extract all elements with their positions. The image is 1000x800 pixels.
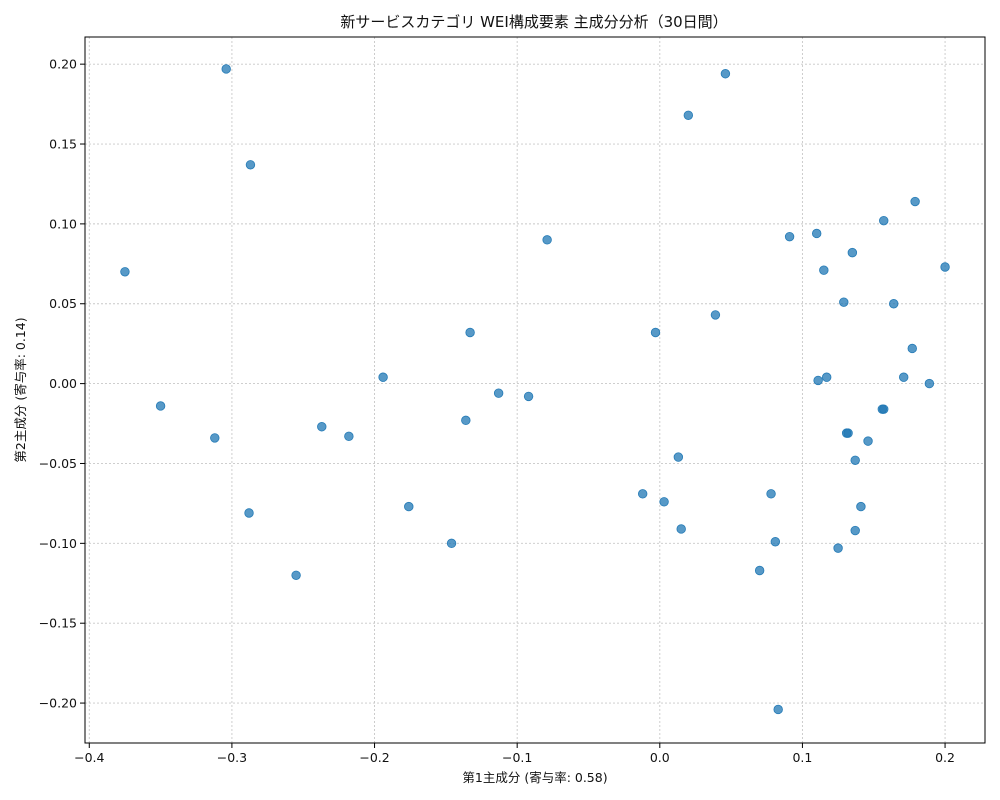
scatter-point	[378, 372, 388, 382]
y-axis-ticks: −0.20 −0.15 −0.10 −0.05 0.00 0.05 0.10 0.15 0.20	[39, 57, 85, 711]
scatter-point	[720, 69, 731, 79]
scatter-point	[850, 525, 860, 536]
scatter-point	[465, 327, 475, 338]
scatter-point	[899, 372, 909, 382]
scatter-point	[784, 231, 795, 242]
scatter-point	[924, 378, 935, 389]
scatter-point	[843, 428, 853, 438]
scatter-point	[493, 388, 504, 398]
scatter-point	[317, 422, 327, 432]
scatter-point	[244, 508, 254, 518]
y-tick-label: −0.10	[39, 536, 77, 551]
scatter-point	[291, 570, 301, 580]
x-tick-label: 0.1	[792, 750, 812, 765]
scatter-point	[245, 160, 256, 170]
y-tick-label: 0.10	[49, 216, 77, 231]
scatter-point	[155, 401, 166, 411]
scatter-point	[710, 310, 721, 320]
x-tick-label: −0.2	[359, 750, 389, 765]
scatter-point	[833, 543, 843, 553]
scatter-point	[910, 196, 920, 207]
y-tick-label: 0.00	[49, 376, 77, 391]
scatter-point	[770, 537, 781, 547]
scatter-point	[542, 235, 552, 245]
scatter-point	[404, 501, 414, 512]
scatter-point	[850, 455, 860, 465]
scatter-point	[773, 704, 783, 715]
plot-frame	[84, 36, 986, 744]
scatter-point	[210, 433, 220, 443]
scatter-point	[856, 501, 866, 512]
scatter-point	[120, 267, 130, 277]
scatter-point	[683, 110, 694, 120]
scatter-point	[863, 436, 873, 446]
x-axis-ticks: −0.4 −0.3 −0.2 −0.1 0.0 0.1 0.2	[74, 743, 955, 765]
chart-title: 新サービスカテゴリ WEI構成要素 主成分分析（30日間）	[340, 13, 727, 31]
x-tick-label: −0.4	[74, 750, 104, 765]
scatter-point	[754, 565, 765, 576]
scatter-point	[839, 297, 849, 307]
scatter-point	[659, 497, 669, 507]
scatter-point	[637, 489, 648, 499]
grid-lines	[85, 37, 985, 743]
scatter-point	[344, 431, 354, 442]
y-tick-label: −0.05	[39, 456, 77, 471]
scatter-point	[907, 343, 917, 354]
y-tick-label: −0.20	[39, 696, 77, 711]
scatter-point	[811, 228, 822, 239]
scatter-point	[221, 64, 231, 74]
y-tick-label: 0.05	[49, 296, 77, 311]
y-tick-label: 0.20	[49, 57, 77, 72]
y-axis-label: 第2主成分 (寄与率: 0.14)	[13, 317, 28, 462]
scatter-point	[650, 327, 661, 338]
x-tick-label: −0.1	[502, 750, 532, 765]
scatter-point	[847, 247, 858, 258]
scatter-point	[819, 265, 829, 275]
scatter-point	[676, 524, 686, 534]
x-tick-label: 0.0	[650, 750, 670, 765]
scatter-point	[821, 372, 832, 382]
scatter-point	[940, 262, 950, 272]
scatter-point	[766, 489, 776, 499]
y-tick-label: 0.15	[49, 137, 77, 152]
y-tick-label: −0.15	[39, 616, 77, 631]
scatter-point	[879, 404, 889, 414]
scatter-point	[879, 215, 889, 226]
x-axis-label: 第1主成分 (寄与率: 0.58)	[462, 770, 607, 785]
scatter-point	[523, 391, 534, 402]
data-points	[120, 64, 950, 715]
scatter-point	[813, 375, 823, 386]
scatter-point	[446, 538, 457, 549]
scatter-point	[461, 415, 471, 426]
x-tick-label: −0.3	[217, 750, 247, 765]
x-tick-label: 0.2	[935, 750, 955, 765]
scatter-point	[673, 452, 684, 462]
scatter-point	[889, 299, 899, 309]
